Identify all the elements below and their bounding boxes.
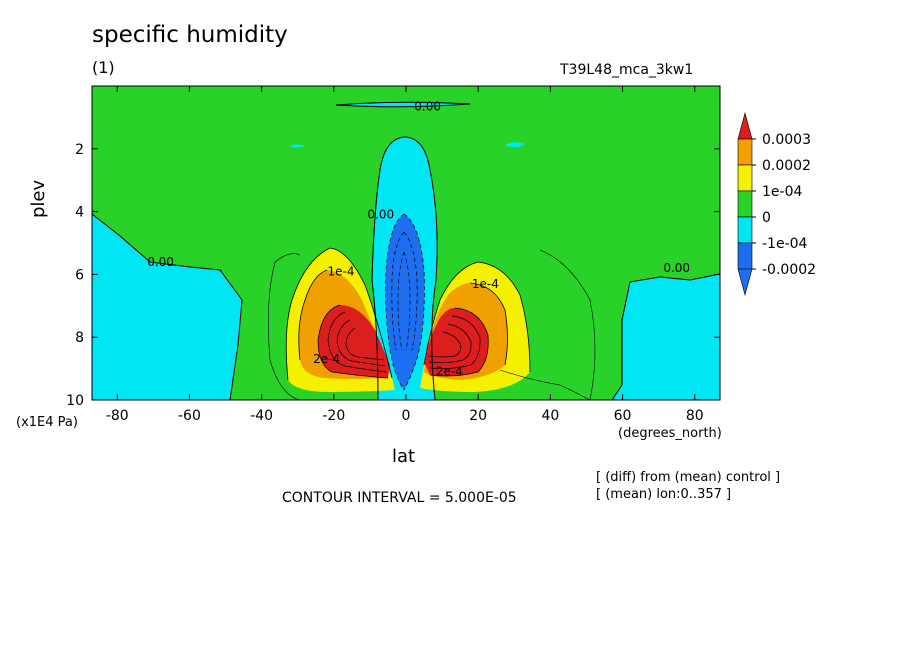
x-axis-units: (degrees_north)	[618, 426, 722, 441]
colorbar-bin-4	[737, 216, 753, 244]
cyan-spot-right	[505, 142, 525, 148]
cyan-spot-left	[289, 144, 305, 148]
x-tick-label-0: -80	[106, 408, 129, 424]
x-tick-label-1: -60	[178, 408, 201, 424]
contour-label-7: 2e-4	[436, 365, 463, 379]
y-axis-units: (x1E4 Pa)	[16, 415, 78, 430]
x-tick-label-5: 20	[469, 408, 487, 424]
chart-title: specific humidity	[92, 22, 288, 48]
contour-label-6: 2e-4	[313, 352, 340, 366]
colorbar-label-3: 0	[762, 210, 771, 226]
contour-label-3: 0.00	[367, 208, 394, 222]
run-name: T39L48_mca_3kw1	[560, 62, 694, 78]
colorbar-bin-0	[737, 111, 753, 140]
contour-label-5: 1e-4	[472, 277, 499, 291]
cyan-region-right	[612, 274, 720, 400]
y-tick-label-2: 6	[75, 267, 84, 283]
colorbar-bin-6	[737, 268, 753, 297]
y-axis-label: plev	[28, 179, 49, 218]
colorbar-label-0: 0.0003	[762, 132, 811, 148]
contour-interval-text: CONTOUR INTERVAL = 5.000E-05	[282, 490, 517, 506]
colorbar-label-1: 0.0002	[762, 158, 811, 174]
contour-label-2: 0.00	[663, 261, 690, 275]
red-lobe-left	[318, 305, 390, 378]
y-tick-label-0: 2	[75, 142, 84, 158]
contour-label-0: 0.00	[414, 99, 441, 113]
colorbar-bin-5	[737, 242, 753, 270]
chart-subtitle: (1)	[92, 58, 115, 77]
colorbar-label-5: -0.0002	[762, 262, 816, 278]
colorbar-bin-2	[737, 164, 753, 192]
y-tick-label-3: 8	[75, 330, 84, 346]
contour-lines	[92, 101, 720, 400]
x-axis: -80 -60 -40 -20 0 20 40 60 80	[106, 86, 704, 424]
y-tick-label-1: 4	[75, 205, 84, 221]
contour-label-1: 0.00	[147, 255, 174, 269]
colorbar-bin-1	[737, 138, 753, 166]
colorbar: 0.0003 0.0002 1e-04 0 -1e-04 -0.0002	[737, 111, 816, 297]
x-tick-label-7: 60	[614, 408, 632, 424]
contour-label-4: 1e-4	[328, 264, 355, 278]
cyan-region-left	[92, 214, 242, 400]
x-tick-label-2: -40	[250, 408, 273, 424]
diff-note: [ (diff) from (mean) control ]	[596, 470, 781, 485]
x-tick-label-4: 0	[402, 408, 411, 424]
colorbar-label-2: 1e-04	[762, 184, 802, 200]
x-axis-label: lat	[392, 446, 416, 467]
mean-note: [ (mean) lon:0..357 ]	[596, 487, 732, 502]
y-tick-label-4: 10	[66, 393, 84, 409]
plot-area: 0.00 0.00 0.00 0.00 1e-4 1e-4 2e-4 2e-4	[92, 86, 720, 400]
y-axis: 2 4 6 8 10	[66, 142, 720, 409]
x-tick-label-3: -20	[322, 408, 345, 424]
colorbar-bin-3	[737, 190, 753, 218]
colorbar-label-4: -1e-04	[762, 236, 808, 252]
x-tick-label-6: 40	[541, 408, 559, 424]
contour-label-layer: 0.00 0.00 0.00 0.00 1e-4 1e-4 2e-4 2e-4	[147, 99, 690, 378]
x-tick-label-8: 80	[686, 408, 704, 424]
